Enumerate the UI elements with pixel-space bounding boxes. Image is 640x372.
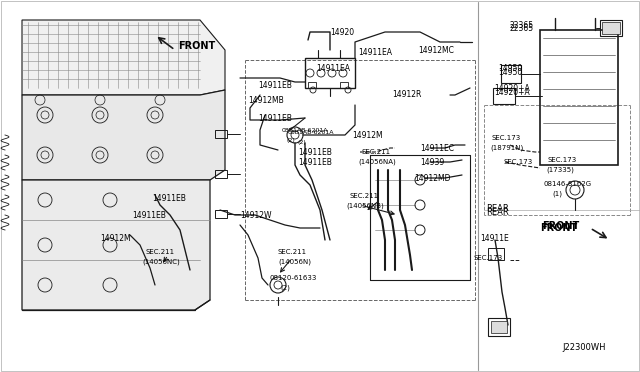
Text: 14912W: 14912W xyxy=(240,211,271,219)
Text: 14911EB: 14911EB xyxy=(152,193,186,202)
Bar xyxy=(215,130,227,138)
Text: SEC.211: SEC.211 xyxy=(350,193,379,199)
Text: 08B1AB-6201A: 08B1AB-6201A xyxy=(282,128,328,132)
Text: 22365: 22365 xyxy=(510,20,534,29)
Text: (2): (2) xyxy=(280,285,290,291)
Text: SEC.173: SEC.173 xyxy=(548,157,577,163)
Text: 14920: 14920 xyxy=(330,28,354,36)
Text: (2): (2) xyxy=(287,138,296,142)
Bar xyxy=(305,58,355,88)
Bar xyxy=(340,82,348,88)
Text: REAR: REAR xyxy=(486,203,509,212)
Text: (14056NC): (14056NC) xyxy=(142,259,180,265)
Text: SEC.211: SEC.211 xyxy=(362,149,391,155)
Bar xyxy=(215,170,227,178)
Text: 14911EB: 14911EB xyxy=(298,148,332,157)
Bar xyxy=(308,82,316,88)
Bar xyxy=(493,88,515,104)
Text: 14912MD: 14912MD xyxy=(414,173,451,183)
Text: 14911EC: 14911EC xyxy=(420,144,454,153)
Text: (14056NA): (14056NA) xyxy=(358,159,396,165)
Text: 08120-61633: 08120-61633 xyxy=(270,275,317,281)
Polygon shape xyxy=(22,20,225,95)
Text: 14911EB: 14911EB xyxy=(258,80,292,90)
Text: 14912M: 14912M xyxy=(352,131,383,140)
Text: 14911E: 14911E xyxy=(480,234,509,243)
Text: (2): (2) xyxy=(298,140,307,144)
Text: SEC.173: SEC.173 xyxy=(492,135,521,141)
Bar xyxy=(602,22,620,34)
Text: (14056N): (14056N) xyxy=(278,259,311,265)
Polygon shape xyxy=(22,180,210,310)
Bar xyxy=(488,318,510,336)
Text: SEC.211: SEC.211 xyxy=(145,249,174,255)
Text: 14911EA: 14911EA xyxy=(316,64,350,73)
Text: 14911EB: 14911EB xyxy=(298,157,332,167)
Text: 14950: 14950 xyxy=(498,67,522,77)
Text: REAR: REAR xyxy=(486,208,509,217)
Text: J22300WH: J22300WH xyxy=(562,343,605,353)
Text: 14912MC: 14912MC xyxy=(418,45,454,55)
Text: SEC.173: SEC.173 xyxy=(504,159,533,165)
Text: FRONT: FRONT xyxy=(178,41,215,51)
Text: (18791N): (18791N) xyxy=(490,145,524,151)
Text: FRONT: FRONT xyxy=(540,223,577,233)
Text: 14912MB: 14912MB xyxy=(248,96,284,105)
Bar xyxy=(488,248,504,260)
Text: 14920+A: 14920+A xyxy=(494,87,530,96)
Text: (1): (1) xyxy=(552,191,562,197)
Text: (17335): (17335) xyxy=(546,167,574,173)
Text: 14912M: 14912M xyxy=(100,234,131,243)
Bar xyxy=(501,65,521,83)
Text: 14911EB: 14911EB xyxy=(258,113,292,122)
Text: 14950: 14950 xyxy=(498,64,522,73)
Text: 08B1AB-6201A: 08B1AB-6201A xyxy=(288,129,335,135)
Text: 14912R: 14912R xyxy=(392,90,421,99)
Text: SEC.173: SEC.173 xyxy=(474,255,503,261)
Text: (14056NB): (14056NB) xyxy=(346,203,384,209)
Text: FRONT: FRONT xyxy=(542,221,579,231)
Bar xyxy=(540,30,618,165)
Text: 14911EA: 14911EA xyxy=(358,48,392,57)
Text: 14920+A: 14920+A xyxy=(494,83,530,93)
Text: 14911EB: 14911EB xyxy=(132,211,166,219)
Bar xyxy=(491,321,507,333)
Text: 08146-8162G: 08146-8162G xyxy=(544,181,592,187)
Text: 14939: 14939 xyxy=(420,157,444,167)
Polygon shape xyxy=(22,90,225,180)
Bar xyxy=(215,210,227,218)
Bar xyxy=(600,20,622,36)
Text: SEC.211: SEC.211 xyxy=(278,249,307,255)
Text: 22365: 22365 xyxy=(510,23,534,32)
